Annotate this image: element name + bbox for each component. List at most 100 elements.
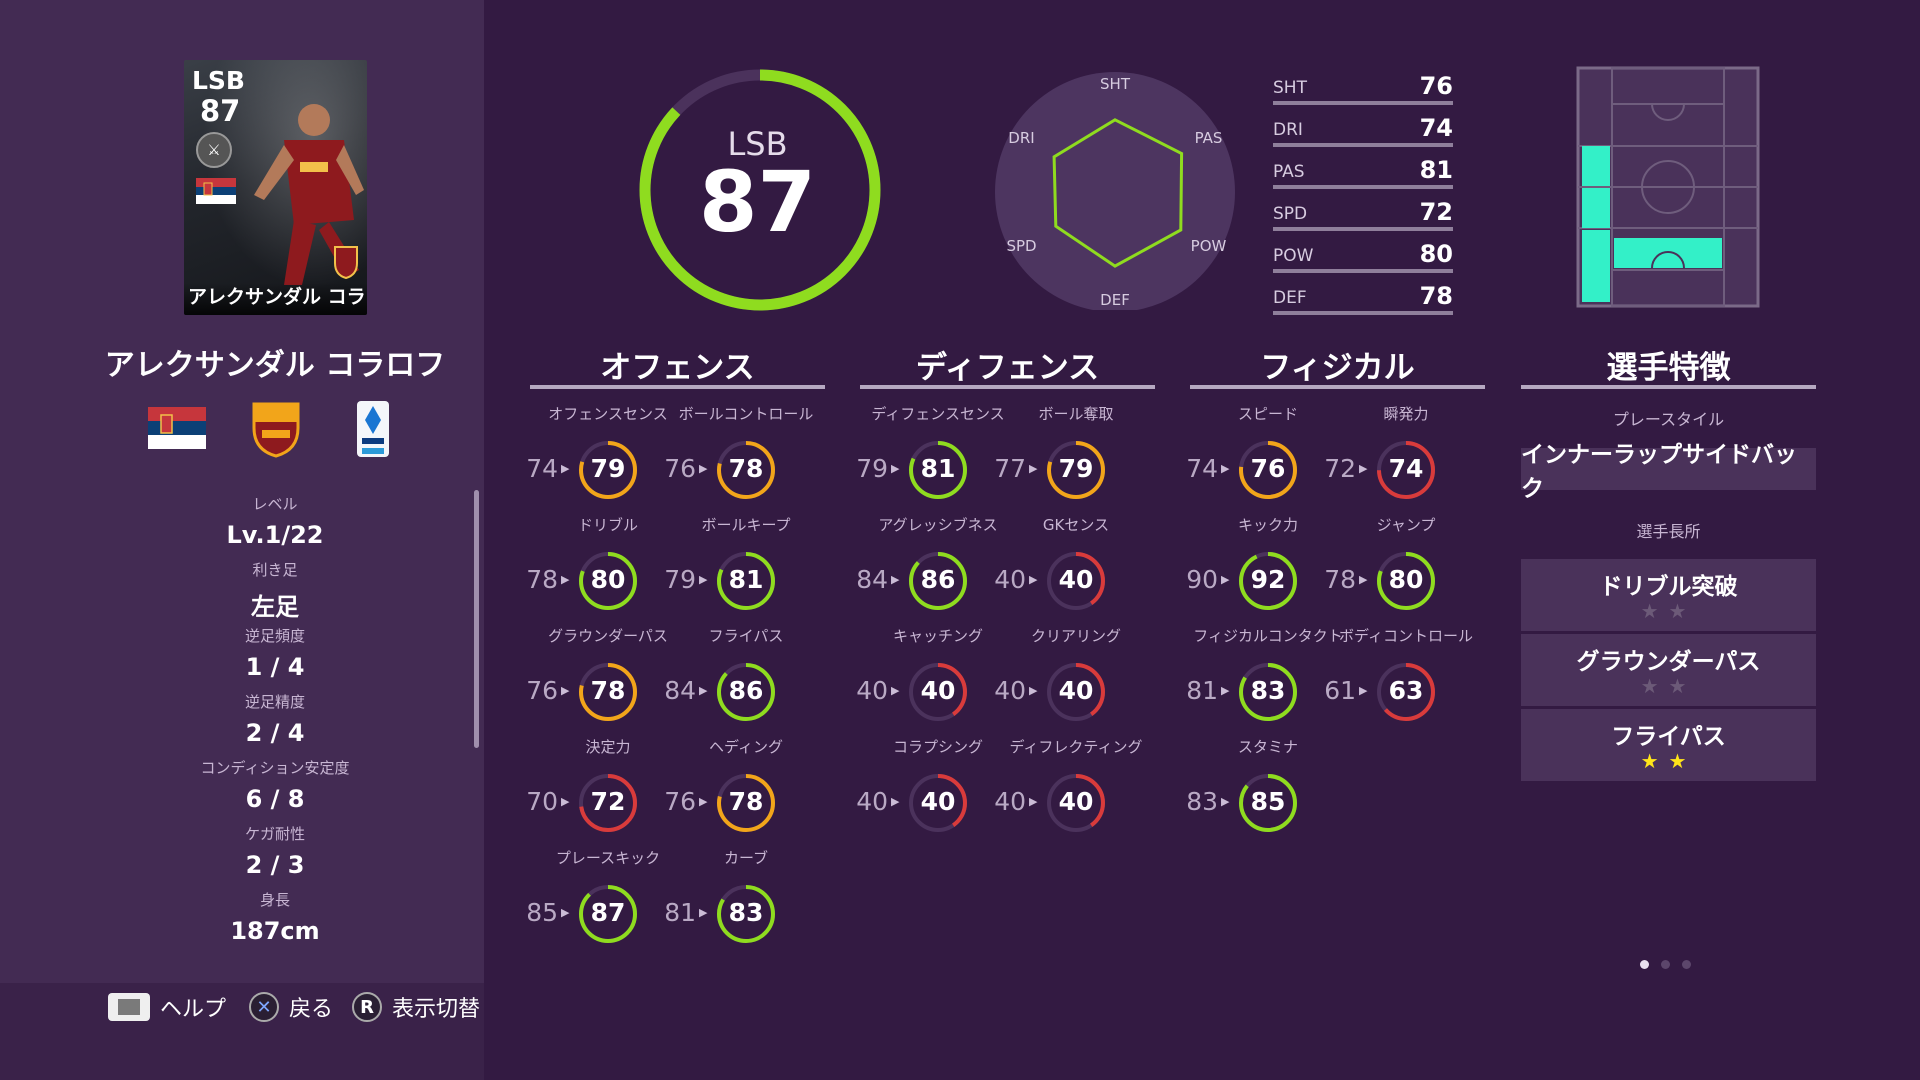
radar-axis-label: SPD [1006, 237, 1036, 255]
ability-name: カーブ [723, 849, 769, 867]
ability-base-value: 90 [1186, 565, 1218, 594]
ability-gauge [1047, 663, 1105, 721]
ability-base-value: 77 [994, 454, 1026, 483]
stats-radar-chart: SHT PAS POW DEF SPD DRI [995, 72, 1235, 310]
arrow-right-icon: ▶ [1029, 573, 1038, 586]
toggle-view-button[interactable]: R 表示切替 [352, 990, 480, 1024]
stat-divider [1273, 185, 1453, 189]
stat-label: PAS [1273, 162, 1305, 182]
ability-gauge-arc [909, 663, 967, 721]
ability-value: 72 [590, 787, 626, 816]
ability-value: 40 [920, 787, 956, 816]
traits-underline [1521, 385, 1816, 389]
ability-value: 40 [1058, 676, 1094, 705]
radar-axis-label: PAS [1195, 129, 1223, 147]
page-indicator[interactable] [1640, 960, 1691, 969]
ability-value: 86 [920, 565, 956, 594]
ability-gauge [579, 441, 637, 499]
star-icon: ★ [1640, 674, 1669, 698]
ability-value: 80 [590, 565, 626, 594]
ability-name: ディフェンスセンス [871, 405, 1005, 423]
ability-gauge [909, 441, 967, 499]
stat-row-def: DEF 78 [1273, 282, 1453, 315]
ability-gauge-arc [717, 774, 775, 832]
arrow-right-icon: ▶ [891, 573, 900, 586]
ability-value: 40 [1058, 565, 1094, 594]
ability-name: キック力 [1237, 516, 1298, 534]
arrow-right-icon: ▶ [891, 795, 900, 808]
arrow-right-icon: ▶ [561, 573, 570, 586]
stat-value: 78 [1419, 282, 1453, 310]
ability-name: キャッチング [892, 627, 983, 645]
defense-title: ディフェンス [915, 350, 1100, 386]
ability-name: アグレッシブネス [878, 516, 998, 534]
star-icon: ★ [1668, 599, 1697, 623]
ability-gauge-arc [1047, 663, 1105, 721]
arrow-right-icon: ▶ [1029, 462, 1038, 475]
injury-resistance-value: 2 / 3 [245, 851, 305, 879]
ability-base-value: 40 [994, 676, 1026, 705]
ability-name: グラウンダーパス [548, 627, 668, 645]
arrow-right-icon: ▶ [699, 795, 708, 808]
overall-rating-value: 87 [699, 153, 816, 251]
ability-value: 78 [728, 787, 764, 816]
ability-name: コラプシング [892, 738, 983, 756]
help-button[interactable]: ヘルプ [108, 990, 226, 1024]
ability-base-value: 79 [664, 565, 696, 594]
ability-base-value: 74 [1186, 454, 1218, 483]
back-button[interactable]: ✕ 戻る [249, 990, 333, 1024]
ability-base-value: 61 [1324, 676, 1356, 705]
ability-gauge-arc [1047, 774, 1105, 832]
serbia-flag-icon [196, 178, 236, 204]
ability-base-value: 85 [526, 898, 558, 927]
page-dot[interactable] [1682, 960, 1691, 969]
page-dot[interactable] [1661, 960, 1670, 969]
offense-underline [530, 385, 825, 389]
weak-foot-usage-label: 逆足頻度 [244, 627, 305, 645]
arrow-right-icon: ▶ [1359, 684, 1368, 697]
arrow-right-icon: ▶ [561, 906, 570, 919]
player-skill-stars: ★★ [1521, 749, 1816, 773]
stat-divider [1273, 311, 1453, 315]
radar-axis-label: DEF [1100, 291, 1130, 309]
ability-base-value: 84 [856, 565, 888, 594]
ability-base-value: 81 [664, 898, 696, 927]
player-skill-name: フライパス [1611, 724, 1726, 750]
overall-position: LSB [727, 125, 788, 163]
stat-label: DEF [1273, 288, 1307, 308]
ability-gauge-arc [579, 885, 637, 943]
position-pitch-map [1576, 66, 1760, 308]
form-value: 6 / 8 [245, 785, 305, 813]
stat-divider [1273, 101, 1453, 105]
ability-name: 決定力 [585, 738, 631, 756]
player-skill-item[interactable]: フライパス ★★ [1521, 709, 1816, 781]
stat-row-pow: POW 80 [1273, 240, 1453, 273]
ability-value: 81 [728, 565, 764, 594]
ability-value: 79 [590, 454, 626, 483]
arrow-right-icon: ▶ [1359, 462, 1368, 475]
stat-row-pas: PAS 81 [1273, 156, 1453, 189]
ability-base-value: 40 [994, 565, 1026, 594]
player-skill-item[interactable]: グラウンダーパス ★★ [1521, 634, 1816, 706]
card-player-name: アレクサンダル コラロフ [188, 286, 367, 308]
weak-foot-accuracy-label: 逆足精度 [244, 693, 305, 711]
offense-title: オフェンス [600, 350, 755, 386]
arrow-right-icon: ▶ [1221, 462, 1230, 475]
stat-label: SHT [1273, 78, 1307, 98]
arrow-right-icon: ▶ [699, 573, 708, 586]
ability-gauge-arc [909, 552, 967, 610]
ability-gauge [1377, 552, 1435, 610]
playstyle-value: インナーラップサイドバック [1521, 442, 1816, 502]
player-skill-item[interactable]: ドリブル突破 ★★ [1521, 559, 1816, 631]
info-scrollbar[interactable] [474, 490, 479, 748]
arrow-right-icon: ▶ [699, 684, 708, 697]
player-type-badge-icon: ⚔ [196, 132, 232, 168]
club-crest-icon [252, 402, 300, 458]
ability-gauge [1047, 552, 1105, 610]
page-dot[interactable] [1640, 960, 1649, 969]
ability-gauge-arc [717, 885, 775, 943]
ability-gauge-arc [579, 774, 637, 832]
ability-base-value: 40 [856, 787, 888, 816]
card-position: LSB [192, 66, 245, 95]
overall-rating-ring [639, 69, 881, 311]
